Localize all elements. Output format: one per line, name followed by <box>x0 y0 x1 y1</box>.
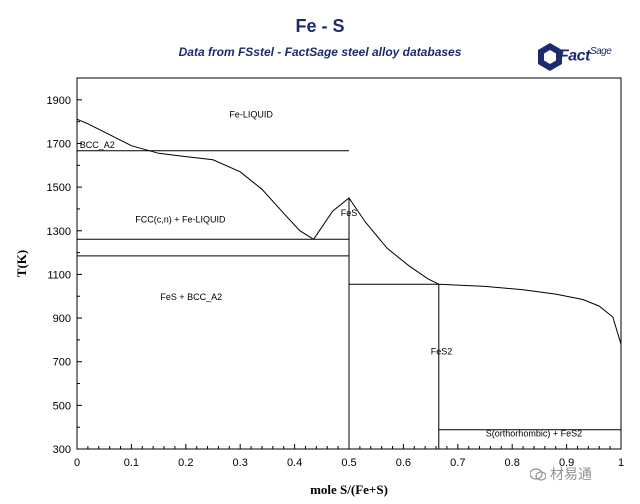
x-axis-title: mole S/(Fe+S) <box>310 482 388 497</box>
factsage-logo-icon <box>538 43 562 71</box>
factsage-logo-text: FactSage <box>559 46 612 65</box>
y-tick-label: 500 <box>53 400 71 412</box>
y-tick-label: 1900 <box>47 95 71 107</box>
chart-title: Fe - S <box>295 16 345 36</box>
factsage-logo: FactSage <box>537 40 625 74</box>
x-tick-label: 0.7 <box>450 457 465 469</box>
x-tick-label: 0.2 <box>178 457 193 469</box>
x-tick-label: 0.9 <box>559 457 574 469</box>
x-tick-label: 0.6 <box>396 457 411 469</box>
watermark: 材易通 <box>529 464 592 484</box>
y-tick-label: 1700 <box>47 138 71 150</box>
y-tick-label: 1300 <box>47 226 71 238</box>
x-tick-label: 0.4 <box>287 457 302 469</box>
phase-boundary-line <box>76 118 314 240</box>
chat-bubble-icon <box>529 468 547 481</box>
phase-boundary-line <box>313 197 440 285</box>
y-tick-label: 300 <box>53 444 71 456</box>
phase-region-label: FCC(c,n) + Fe-LIQUID <box>135 214 226 224</box>
logo-text-main: Fact <box>559 47 590 65</box>
chart-subtitle: Data from FSstel - FactSage steel alloy … <box>178 45 462 59</box>
y-axis-title: T(K) <box>14 250 29 277</box>
phase-region-label: BCC_A2 <box>80 140 115 150</box>
x-tick-label: 0.1 <box>124 457 139 469</box>
phase-region-label: FeS + BCC_A2 <box>160 292 222 302</box>
y-tick-label: 700 <box>53 357 71 369</box>
y-tick-label: 1500 <box>47 182 71 194</box>
x-tick-label: 0 <box>74 457 80 469</box>
phase-boundary-line <box>438 283 622 345</box>
x-tick-label: 0.5 <box>341 457 356 469</box>
logo-text-small: Sage <box>589 46 612 57</box>
phase-region-label: FeS <box>341 208 358 218</box>
x-tick-label: 0.8 <box>505 457 520 469</box>
phase-region-label: FeS2 <box>431 347 453 357</box>
phase-region-label: S(orthorhombic) + FeS2 <box>486 428 582 438</box>
y-tick-label: 1100 <box>47 269 71 281</box>
x-tick-label: 1 <box>618 457 624 469</box>
phase-region-label: Fe-LIQUID <box>229 109 273 119</box>
y-tick-label: 900 <box>53 313 71 325</box>
x-tick-label: 0.3 <box>233 457 248 469</box>
watermark-text: 材易通 <box>550 466 592 482</box>
